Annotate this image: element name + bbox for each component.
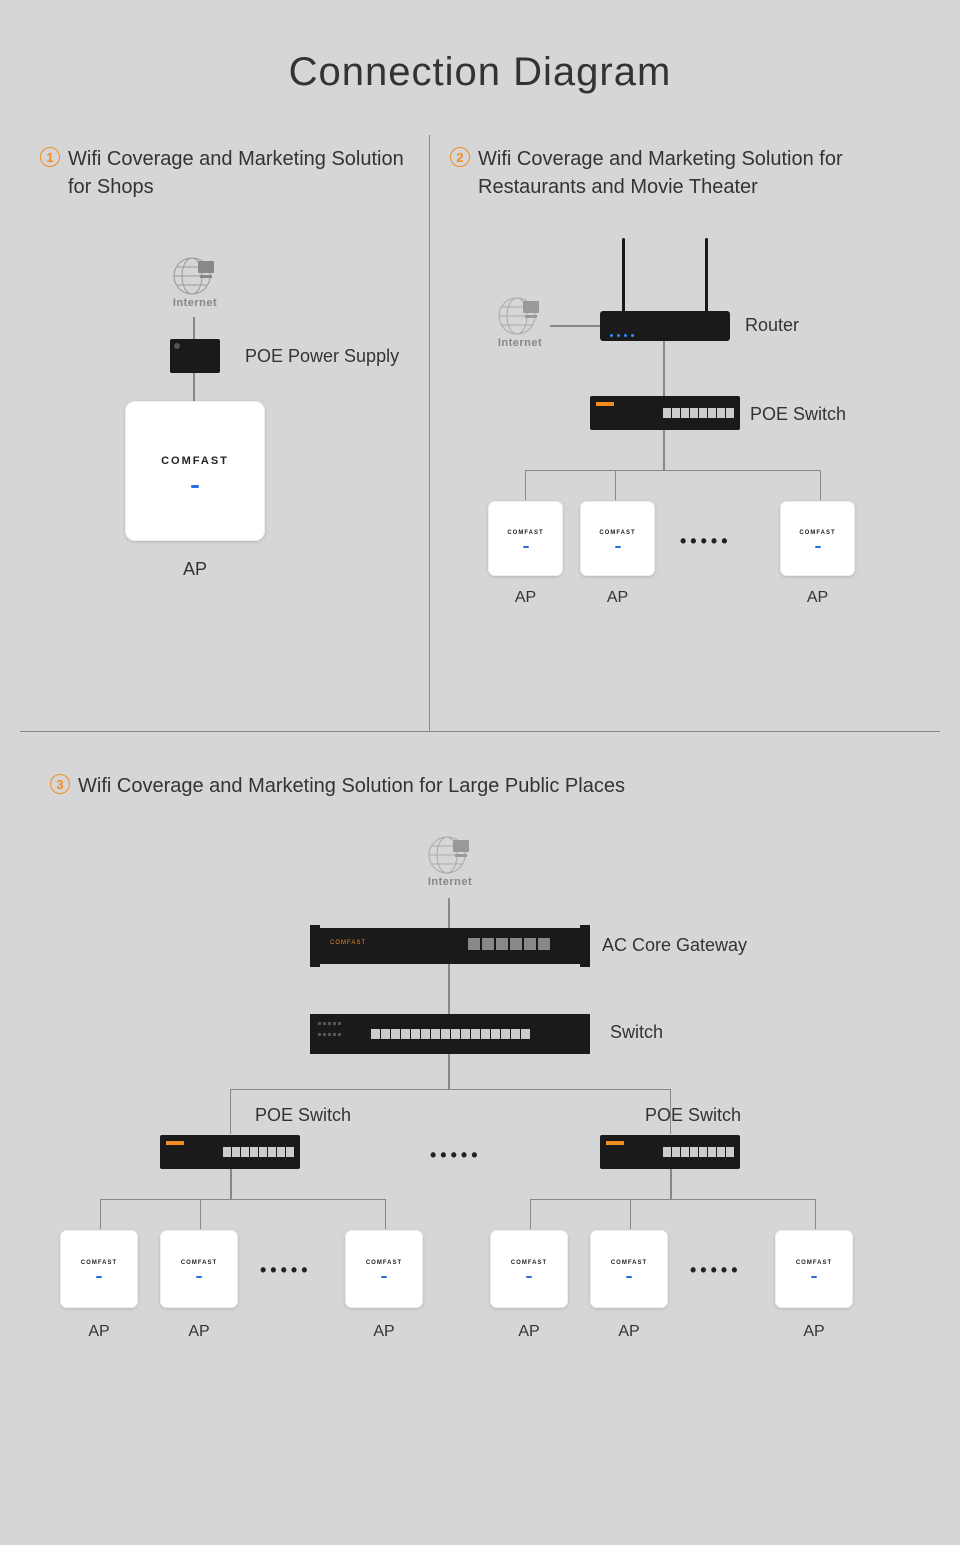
drop-line bbox=[530, 1199, 531, 1229]
ap-label: AP bbox=[490, 1323, 568, 1341]
ac-gateway: COMFAST bbox=[320, 928, 580, 964]
section-1: 1 Wifi Coverage and Marketing Solution f… bbox=[20, 135, 430, 731]
tree-connector bbox=[100, 1199, 385, 1200]
ap-device: COMFAST bbox=[780, 501, 855, 576]
connector-line bbox=[550, 325, 600, 327]
poe-injector bbox=[170, 339, 220, 373]
ap-brand: COMFAST bbox=[796, 1260, 832, 1266]
poe-switch-label-right: POE Switch bbox=[645, 1105, 741, 1126]
badge-2: 2 bbox=[450, 147, 470, 167]
section-3-diagram: Internet COMFAST AC Core Gateway Switch bbox=[30, 820, 930, 1460]
drop-line bbox=[630, 1199, 631, 1229]
tree-connector bbox=[230, 1089, 670, 1090]
section-3: 3 Wifi Coverage and Marketing Solution f… bbox=[20, 732, 940, 1500]
drop-line bbox=[200, 1199, 201, 1229]
switch-label: Switch bbox=[610, 1022, 663, 1043]
top-row: 1 Wifi Coverage and Marketing Solution f… bbox=[20, 135, 940, 732]
connector-line bbox=[663, 430, 665, 470]
ap-device: COMFAST bbox=[125, 401, 265, 541]
ap-brand: COMFAST bbox=[81, 1260, 117, 1266]
internet-label: Internet bbox=[420, 876, 480, 888]
poe-switch-right bbox=[600, 1135, 740, 1169]
section-2-diagram: Internet Router POE Switch bbox=[430, 221, 940, 701]
switch bbox=[310, 1014, 590, 1054]
internet-label: Internet bbox=[165, 297, 225, 309]
badge-1: 1 bbox=[40, 147, 60, 167]
ap-label: AP bbox=[780, 589, 855, 607]
ap-brand: COMFAST bbox=[181, 1260, 217, 1266]
connector-line bbox=[670, 1169, 672, 1199]
ap-brand: COMFAST bbox=[799, 530, 835, 536]
ap-brand: COMFAST bbox=[161, 455, 229, 467]
poe-switch-label: POE Switch bbox=[750, 404, 846, 425]
router-leds bbox=[610, 334, 634, 337]
drop-line bbox=[615, 470, 616, 500]
internet-icon: Internet bbox=[490, 291, 550, 349]
ap-device: COMFAST bbox=[160, 1230, 238, 1308]
connector-line bbox=[448, 898, 450, 928]
ap-label: AP bbox=[590, 1323, 668, 1341]
ap-brand: COMFAST bbox=[611, 1260, 647, 1266]
internet-icon: Internet bbox=[165, 251, 225, 309]
ap-label: AP bbox=[60, 1323, 138, 1341]
drop-line bbox=[230, 1089, 231, 1134]
ap-led bbox=[191, 485, 199, 488]
page: Connection Diagram 1 Wifi Coverage and M… bbox=[0, 0, 960, 1500]
section-1-header: 1 Wifi Coverage and Marketing Solution f… bbox=[20, 135, 429, 221]
dots: ••••• bbox=[260, 1260, 312, 1281]
section-1-title: Wifi Coverage and Marketing Solution for… bbox=[68, 145, 409, 201]
ap-brand: COMFAST bbox=[507, 530, 543, 536]
dots: ••••• bbox=[430, 1145, 482, 1166]
router bbox=[600, 311, 730, 341]
connector-line bbox=[193, 317, 195, 339]
connector-line bbox=[230, 1169, 232, 1199]
ap-brand: COMFAST bbox=[511, 1260, 547, 1266]
connector-line bbox=[448, 964, 450, 1014]
section-3-title: Wifi Coverage and Marketing Solution for… bbox=[78, 772, 625, 800]
drop-line bbox=[815, 1199, 816, 1229]
poe-label: POE Power Supply bbox=[245, 346, 399, 367]
ap-device: COMFAST bbox=[490, 1230, 568, 1308]
ap-device: COMFAST bbox=[590, 1230, 668, 1308]
poe-switch-left bbox=[160, 1135, 300, 1169]
gateway-brand: COMFAST bbox=[330, 940, 390, 952]
internet-label: Internet bbox=[490, 337, 550, 349]
ap-label: AP bbox=[488, 589, 563, 607]
internet-icon: Internet bbox=[420, 830, 480, 888]
ap-brand: COMFAST bbox=[599, 530, 635, 536]
dots: ••••• bbox=[680, 531, 732, 552]
badge-3: 3 bbox=[50, 774, 70, 794]
ap-brand: COMFAST bbox=[366, 1260, 402, 1266]
ap-device: COMFAST bbox=[775, 1230, 853, 1308]
router-label: Router bbox=[745, 315, 799, 336]
section-2: 2 Wifi Coverage and Marketing Solution f… bbox=[430, 135, 940, 731]
dots: ••••• bbox=[690, 1260, 742, 1281]
gateway-label: AC Core Gateway bbox=[602, 935, 747, 956]
drop-line bbox=[525, 470, 526, 500]
page-title: Connection Diagram bbox=[0, 0, 960, 135]
poe-switch bbox=[590, 396, 740, 430]
section-1-diagram: Internet POE Power Supply COMFAST AP bbox=[20, 221, 429, 621]
section-2-title: Wifi Coverage and Marketing Solution for… bbox=[478, 145, 920, 201]
poe-switch-label-left: POE Switch bbox=[255, 1105, 351, 1126]
section-2-header: 2 Wifi Coverage and Marketing Solution f… bbox=[430, 135, 940, 221]
drop-line bbox=[820, 470, 821, 500]
ap-label: AP bbox=[160, 1323, 238, 1341]
drop-line bbox=[100, 1199, 101, 1229]
ap-label: AP bbox=[580, 589, 655, 607]
connector-line bbox=[448, 1054, 450, 1089]
tree-connector bbox=[525, 470, 820, 471]
drop-line bbox=[385, 1199, 386, 1229]
ap-device: COMFAST bbox=[580, 501, 655, 576]
ap-label: AP bbox=[775, 1323, 853, 1341]
ap-device: COMFAST bbox=[488, 501, 563, 576]
ap-label: AP bbox=[345, 1323, 423, 1341]
ap-device: COMFAST bbox=[345, 1230, 423, 1308]
tree-connector bbox=[530, 1199, 815, 1200]
ap-label: AP bbox=[125, 559, 265, 580]
connector-line bbox=[193, 373, 195, 401]
section-3-header: 3 Wifi Coverage and Marketing Solution f… bbox=[20, 762, 940, 820]
ap-device: COMFAST bbox=[60, 1230, 138, 1308]
connector-line bbox=[663, 341, 665, 396]
